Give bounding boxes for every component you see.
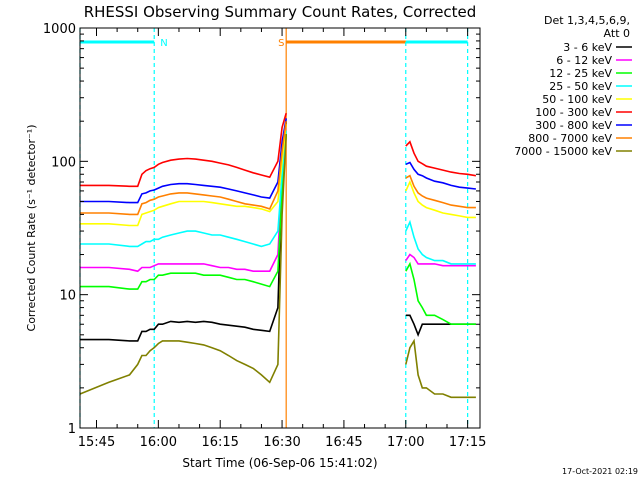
x-tick-label-2: 16:15 bbox=[201, 435, 238, 450]
legend-label-8: 7000 - 15000 keV bbox=[514, 145, 612, 158]
series-line-0-segment-0 bbox=[80, 121, 287, 342]
series-line-4-segment-1 bbox=[405, 179, 476, 219]
y-tick-label-0: 1 bbox=[68, 422, 76, 437]
series-line-5-segment-1 bbox=[405, 140, 477, 177]
y-tick-label-1: 10 bbox=[59, 289, 76, 304]
legend-header-line-1: Det 1,3,4,5,6,9, bbox=[544, 14, 630, 27]
x-tick-label-0: 15:45 bbox=[78, 435, 115, 450]
flag-label-0: N bbox=[160, 38, 167, 49]
legend-label-3: 25 - 50 keV bbox=[549, 80, 612, 93]
series-line-3-segment-0 bbox=[80, 130, 287, 248]
legend-label-5: 100 - 300 keV bbox=[535, 106, 612, 119]
series-line-8-segment-0 bbox=[79, 134, 287, 395]
legend-label-0: 3 - 6 keV bbox=[563, 41, 612, 54]
x-tick-label-5: 17:00 bbox=[387, 435, 424, 450]
x-tick-label-3: 16:30 bbox=[263, 435, 300, 450]
plot-frame bbox=[79, 27, 481, 429]
chart-title: RHESSI Observing Summary Count Rates, Co… bbox=[84, 3, 477, 21]
series-line-6-segment-1 bbox=[405, 161, 476, 190]
series-line-6-segment-0 bbox=[80, 118, 287, 204]
series-line-5-segment-0 bbox=[80, 112, 287, 188]
legend-label-6: 300 - 800 keV bbox=[535, 119, 612, 132]
series-line-2-segment-1 bbox=[405, 261, 476, 326]
legend-label-2: 12 - 25 keV bbox=[549, 67, 612, 80]
series-line-2-segment-0 bbox=[80, 134, 287, 290]
legend-header-line-2: Att 0 bbox=[604, 27, 630, 40]
series-line-8-segment-1 bbox=[405, 338, 476, 399]
x-tick-label-4: 16:45 bbox=[325, 435, 362, 450]
legend-label-1: 6 - 12 keV bbox=[556, 54, 612, 67]
axes: 1 10 100 1000 15:45 16:00 16:15 16:30 16:45 17:00… bbox=[43, 22, 486, 450]
x-axis-label: Start Time (06-Sep-06 15:41:02) bbox=[182, 456, 377, 470]
flag-label-1: S bbox=[278, 38, 284, 49]
x-tick-label-1: 16:00 bbox=[140, 435, 177, 450]
footer-date: 17-Oct-2021 02:19 bbox=[562, 467, 638, 476]
series-line-1-segment-1 bbox=[405, 253, 476, 267]
x-tick-label-6: 17:15 bbox=[449, 435, 486, 450]
series-line-3-segment-1 bbox=[405, 219, 476, 265]
legend-label-4: 50 - 100 keV bbox=[542, 93, 612, 106]
y-tick-label-2: 100 bbox=[51, 155, 76, 170]
series-line-7-segment-1 bbox=[405, 174, 476, 209]
series-line-4-segment-0 bbox=[80, 124, 287, 227]
y-axis-label: Corrected Count Rate (s⁻¹ detector⁻¹) bbox=[25, 125, 38, 332]
series-line-1-segment-0 bbox=[80, 127, 287, 273]
legend-label-7: 800 - 7000 keV bbox=[528, 132, 612, 145]
y-tick-label-3: 1000 bbox=[43, 22, 76, 37]
series-line-7-segment-0 bbox=[80, 121, 287, 216]
